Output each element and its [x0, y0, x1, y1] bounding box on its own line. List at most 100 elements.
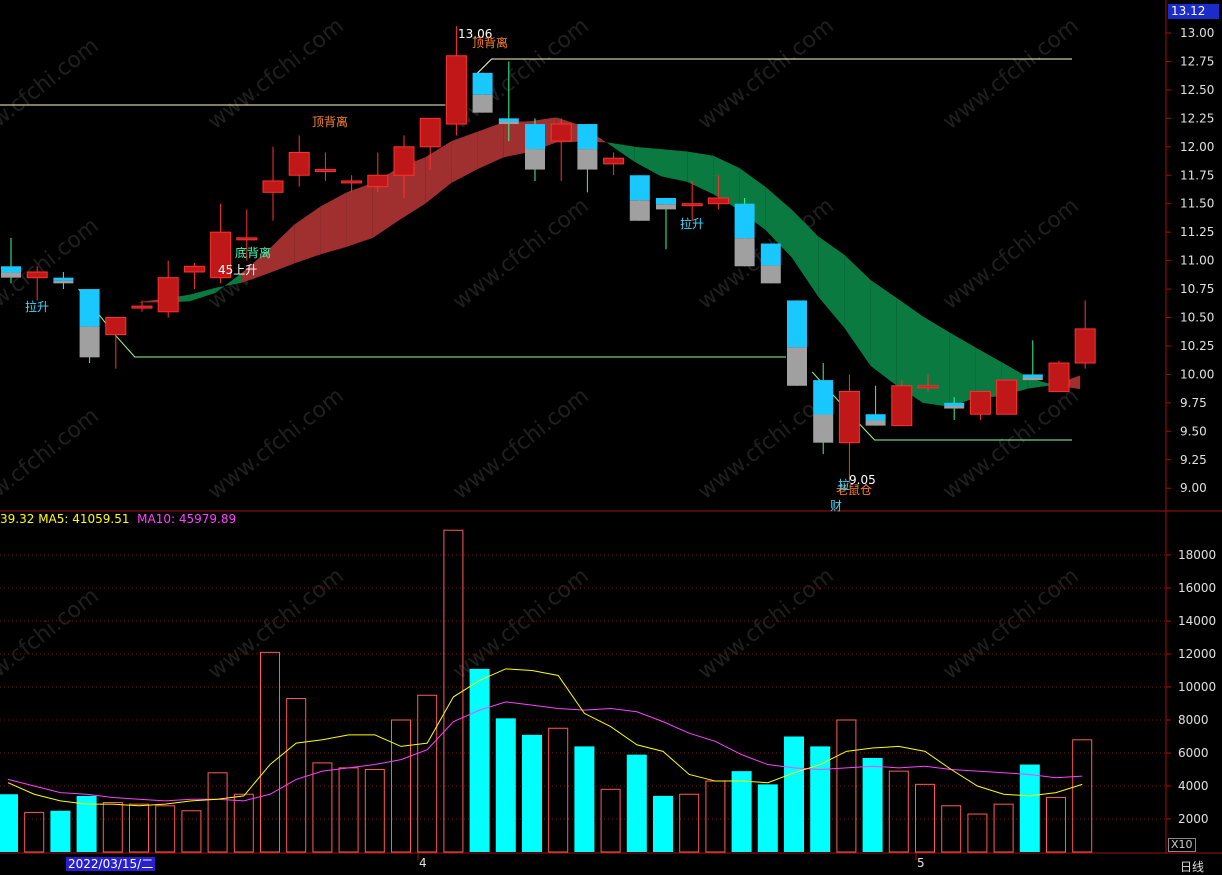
candle-body: [367, 174, 389, 188]
candle-body-top: [760, 243, 781, 266]
ma-band-segment: [425, 141, 452, 204]
candle-body: [131, 305, 153, 309]
volume-value: 39.32: [0, 512, 35, 526]
chart-annotation: 45上升: [218, 263, 257, 277]
candle: [1048, 360, 1070, 392]
volume-bar: [626, 754, 647, 852]
candle: [550, 118, 572, 181]
volume-bar: [574, 746, 595, 852]
candle-body: [210, 231, 232, 279]
candle-body-top: [1022, 374, 1043, 378]
candle: [314, 152, 336, 181]
candle: [707, 175, 729, 210]
price-tick-label: 12.00: [1180, 140, 1214, 154]
current-price-badge: 13.12: [1168, 4, 1219, 19]
volume-bar: [102, 802, 123, 853]
volume-bar: [1072, 739, 1093, 853]
volume-bar: [1046, 797, 1066, 853]
candle: [53, 271, 74, 290]
chart-annotation: 底背离: [235, 245, 271, 260]
volume-bar: [915, 783, 935, 853]
volume-bar: [155, 805, 176, 853]
ma-band-segment: [346, 182, 373, 247]
volume-tick-label: 14000: [1178, 614, 1216, 628]
candle: [445, 26, 467, 136]
volume-tick-label: 4000: [1178, 779, 1209, 793]
candle-body-top: [734, 203, 755, 239]
volume-tick-label: 18000: [1178, 548, 1216, 562]
watermark-text: www.cfchi.com: [448, 383, 593, 504]
candle: [236, 209, 258, 261]
price-tick-label: 12.25: [1180, 111, 1214, 125]
candle: [105, 317, 127, 369]
volume-tick-label: 2000: [1178, 812, 1209, 826]
candle: [577, 124, 598, 193]
volume-tick-label: 12000: [1178, 647, 1216, 661]
ma10-line: [7, 701, 1083, 802]
price-tick-label: 10.25: [1180, 339, 1214, 353]
volume-bar: [260, 651, 280, 853]
candle-body-bottom: [525, 149, 545, 170]
ma-band-segment: [844, 254, 871, 366]
candle-body-bottom: [79, 326, 100, 358]
candle: [787, 300, 807, 386]
price-tick-label: 9.25: [1180, 453, 1207, 467]
ma-band-segment: [896, 298, 923, 403]
volume-bar: [548, 727, 569, 853]
candle: [26, 266, 48, 301]
candle-body: [917, 385, 939, 389]
watermark-text: www.cfchi.com: [938, 563, 1083, 684]
price-tick-label: 12.50: [1180, 83, 1214, 97]
date-badge: 2022/03/15/二: [66, 857, 156, 871]
candle-body: [105, 317, 127, 336]
price-tick-label: 11.00: [1180, 254, 1214, 268]
candle-body: [157, 277, 179, 313]
ma-band-segment: [268, 224, 295, 274]
volume-bar: [181, 810, 202, 853]
volume-bar: [784, 736, 804, 852]
watermark-text: www.cfchi.com: [0, 33, 104, 154]
candle: [1, 237, 21, 284]
candle-body-bottom: [813, 414, 834, 443]
candle-body-top: [498, 118, 519, 122]
candle: [288, 135, 310, 187]
month-label-5: 5: [917, 856, 925, 870]
watermark-text: www.cfchi.com: [938, 13, 1083, 134]
ma-band-segment: [687, 151, 714, 195]
ma-band-segment: [765, 187, 792, 258]
candle-body-bottom: [629, 200, 650, 221]
volume-bar: [469, 668, 490, 852]
ma-band-segment: [634, 146, 661, 177]
volume-bar: [653, 795, 673, 852]
candle: [393, 135, 415, 199]
chart-annotation: 老鼠仓: [836, 483, 872, 497]
candle: [917, 374, 939, 392]
resistance-line-2: [475, 58, 1072, 76]
ma-band-segment: [608, 142, 635, 162]
candle-body: [996, 379, 1018, 415]
ma-band-segment: [792, 209, 819, 297]
volume-tick-label: 6000: [1178, 746, 1209, 760]
candle: [760, 243, 781, 284]
ma5-line: [7, 668, 1083, 807]
volume-bar: [705, 780, 726, 853]
chart-annotation: 拉升: [680, 216, 704, 231]
candle-body-top: [525, 124, 545, 150]
candle-body-top: [53, 277, 74, 281]
volume-tick-label: 8000: [1178, 713, 1209, 727]
volume-bar: [312, 762, 333, 853]
candle-body: [1074, 328, 1096, 364]
candle-body: [419, 117, 441, 148]
candle-body: [681, 203, 703, 207]
candle-body: [183, 265, 205, 273]
candle: [341, 175, 363, 193]
candle-body: [288, 151, 310, 176]
volume-unit-badge: X10: [1168, 838, 1196, 852]
candle-body-bottom: [734, 238, 755, 267]
price-tick-label: 11.75: [1180, 168, 1214, 182]
period-label[interactable]: 日线: [1180, 860, 1205, 874]
candle: [813, 363, 834, 455]
price-tick-label: 12.75: [1180, 54, 1214, 68]
candle: [157, 260, 179, 318]
ma-band-segment: [713, 155, 740, 211]
